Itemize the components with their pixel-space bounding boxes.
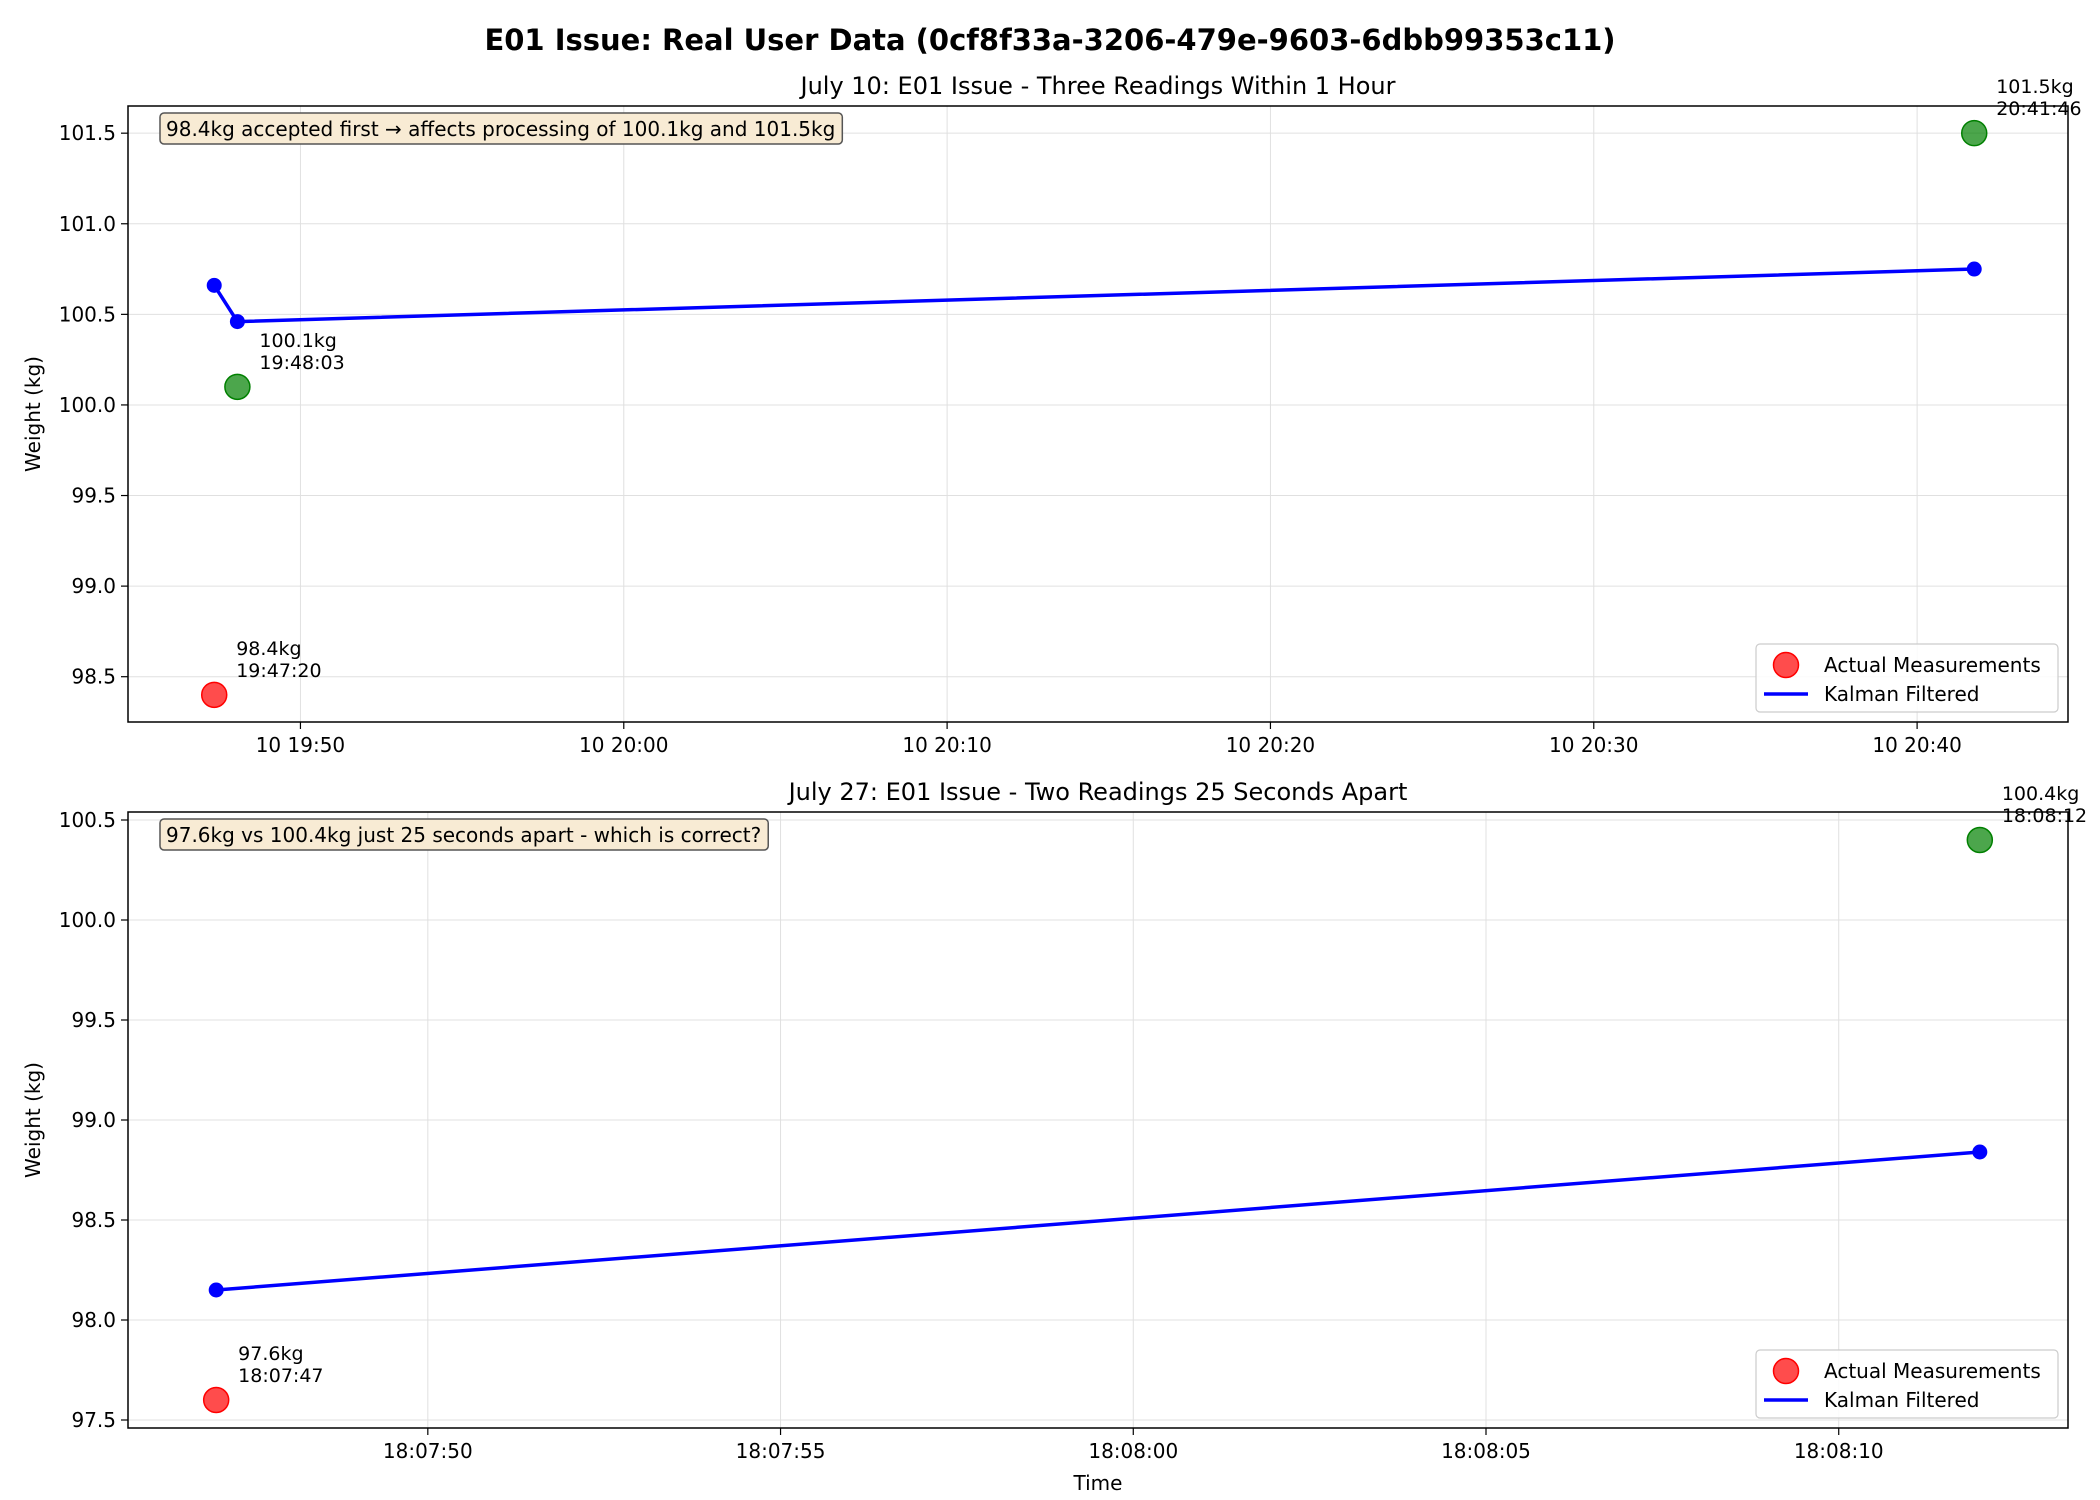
y-tick-label: 98.5 bbox=[71, 665, 116, 689]
legend: Actual Measurements Kalman Filtered bbox=[1755, 1349, 2059, 1419]
measurement-point-rejected bbox=[1966, 826, 1994, 854]
measurement-weight-label: 97.6kg bbox=[238, 1343, 303, 1365]
legend-measurements-label: Actual Measurements bbox=[1824, 1359, 2041, 1383]
y-tick-label: 100.0 bbox=[59, 908, 116, 932]
x-tick-label: 18:08:10 bbox=[1794, 1439, 1884, 1463]
plot-frame bbox=[127, 105, 2069, 723]
chart-title: July 10: E01 Issue - Three Readings With… bbox=[799, 72, 1396, 100]
x-tick-label: 10 20:10 bbox=[902, 733, 991, 757]
kalman-filtered-point bbox=[208, 1282, 224, 1298]
measurement-point-rejected bbox=[1960, 119, 1988, 147]
measurement-weight-label: 101.5kg bbox=[1996, 76, 2073, 98]
x-tick-label: 10 20:40 bbox=[1872, 733, 1961, 757]
measurement-time-label: 19:48:03 bbox=[259, 352, 344, 374]
x-tick-label: 10 20:00 bbox=[579, 733, 668, 757]
y-tick-label: 100.5 bbox=[59, 302, 116, 326]
x-tick-label: 18:07:55 bbox=[736, 1439, 826, 1463]
kalman-filtered-line bbox=[212, 267, 1975, 324]
measurement-weight-label: 100.4kg bbox=[2002, 783, 2079, 805]
kalman-filtered-line bbox=[216, 1150, 1980, 1292]
annotation-box bbox=[159, 112, 844, 145]
legend-filtered-label: Kalman Filtered bbox=[1824, 1388, 1979, 1412]
measurement-time-label: 20:41:46 bbox=[1996, 98, 2081, 120]
chart-panel-2: 18:07:50 18:07:55 18:08:00 18:08:05 18:08:10… bbox=[21, 778, 2087, 1495]
x-tick-label: 18:08:05 bbox=[1441, 1439, 1531, 1463]
measurement-point-rejected bbox=[224, 373, 251, 401]
measurement-time-label: 19:47:20 bbox=[236, 660, 321, 682]
measurement-weight-label: 98.4kg bbox=[236, 638, 301, 660]
legend-measurements-label: Actual Measurements bbox=[1824, 653, 2041, 677]
y-axis-label: Weight (kg) bbox=[21, 1062, 45, 1178]
y-tick-label: 98.5 bbox=[71, 1208, 116, 1232]
annotation-text: 97.6kg vs 100.4kg just 25 seconds apart … bbox=[166, 823, 761, 847]
y-tick-label: 100.5 bbox=[59, 808, 116, 832]
measurement-time-label: 18:07:47 bbox=[238, 1365, 323, 1387]
x-tick-label: 18:08:00 bbox=[1088, 1439, 1178, 1463]
x-tick-label: 10 20:20 bbox=[1226, 733, 1315, 757]
x-tick-label: 10 20:30 bbox=[1549, 733, 1638, 757]
legend-measurements-marker bbox=[1772, 651, 1800, 679]
annotation-box bbox=[159, 818, 769, 851]
legend-frame bbox=[1755, 643, 2059, 713]
measurement-time-label: 18:08:12 bbox=[2002, 805, 2087, 827]
x-axis-label: Time bbox=[1073, 1471, 1123, 1495]
legend: Actual Measurements Kalman Filtered bbox=[1755, 643, 2059, 713]
kalman-filtered-point bbox=[1972, 1144, 1988, 1160]
chart-title: July 27: E01 Issue - Two Readings 25 Sec… bbox=[787, 778, 1408, 806]
legend-filtered-label: Kalman Filtered bbox=[1824, 682, 1979, 706]
y-tick-label: 99.5 bbox=[71, 484, 116, 508]
y-tick-label: 100.0 bbox=[59, 393, 116, 417]
measurement-point-accepted bbox=[200, 681, 228, 709]
x-tick-label: 18:07:50 bbox=[383, 1439, 473, 1463]
kalman-filtered-point bbox=[229, 314, 245, 330]
kalman-filtered-point bbox=[206, 277, 222, 293]
x-tick-label: 10 19:50 bbox=[256, 733, 345, 757]
kalman-filtered-point bbox=[1966, 261, 1982, 277]
panels: 10 19:50 10 20:00 10 20:10 10 20:20 10 20:30… bbox=[21, 72, 2087, 1495]
measurement-weight-label: 100.1kg bbox=[259, 330, 336, 352]
y-tick-label: 99.5 bbox=[71, 1008, 116, 1032]
annotation-text: 98.4kg accepted first → affects processi… bbox=[166, 117, 835, 141]
y-axis-label: Weight (kg) bbox=[21, 356, 45, 472]
y-tick-label: 101.0 bbox=[59, 212, 116, 236]
y-tick-label: 99.0 bbox=[71, 574, 116, 598]
y-tick-label: 97.5 bbox=[71, 1408, 116, 1432]
measurement-point-accepted bbox=[202, 1386, 230, 1414]
y-tick-label: 99.0 bbox=[71, 1108, 116, 1132]
legend-measurements-marker bbox=[1772, 1357, 1800, 1385]
chart-panel-1: 10 19:50 10 20:00 10 20:10 10 20:20 10 20:30… bbox=[21, 72, 2082, 757]
legend-frame bbox=[1755, 1349, 2059, 1419]
y-tick-label: 101.5 bbox=[59, 121, 116, 145]
y-tick-label: 98.0 bbox=[71, 1308, 116, 1332]
figure-title: E01 Issue: Real User Data (0cf8f33a-3206… bbox=[484, 23, 1615, 57]
